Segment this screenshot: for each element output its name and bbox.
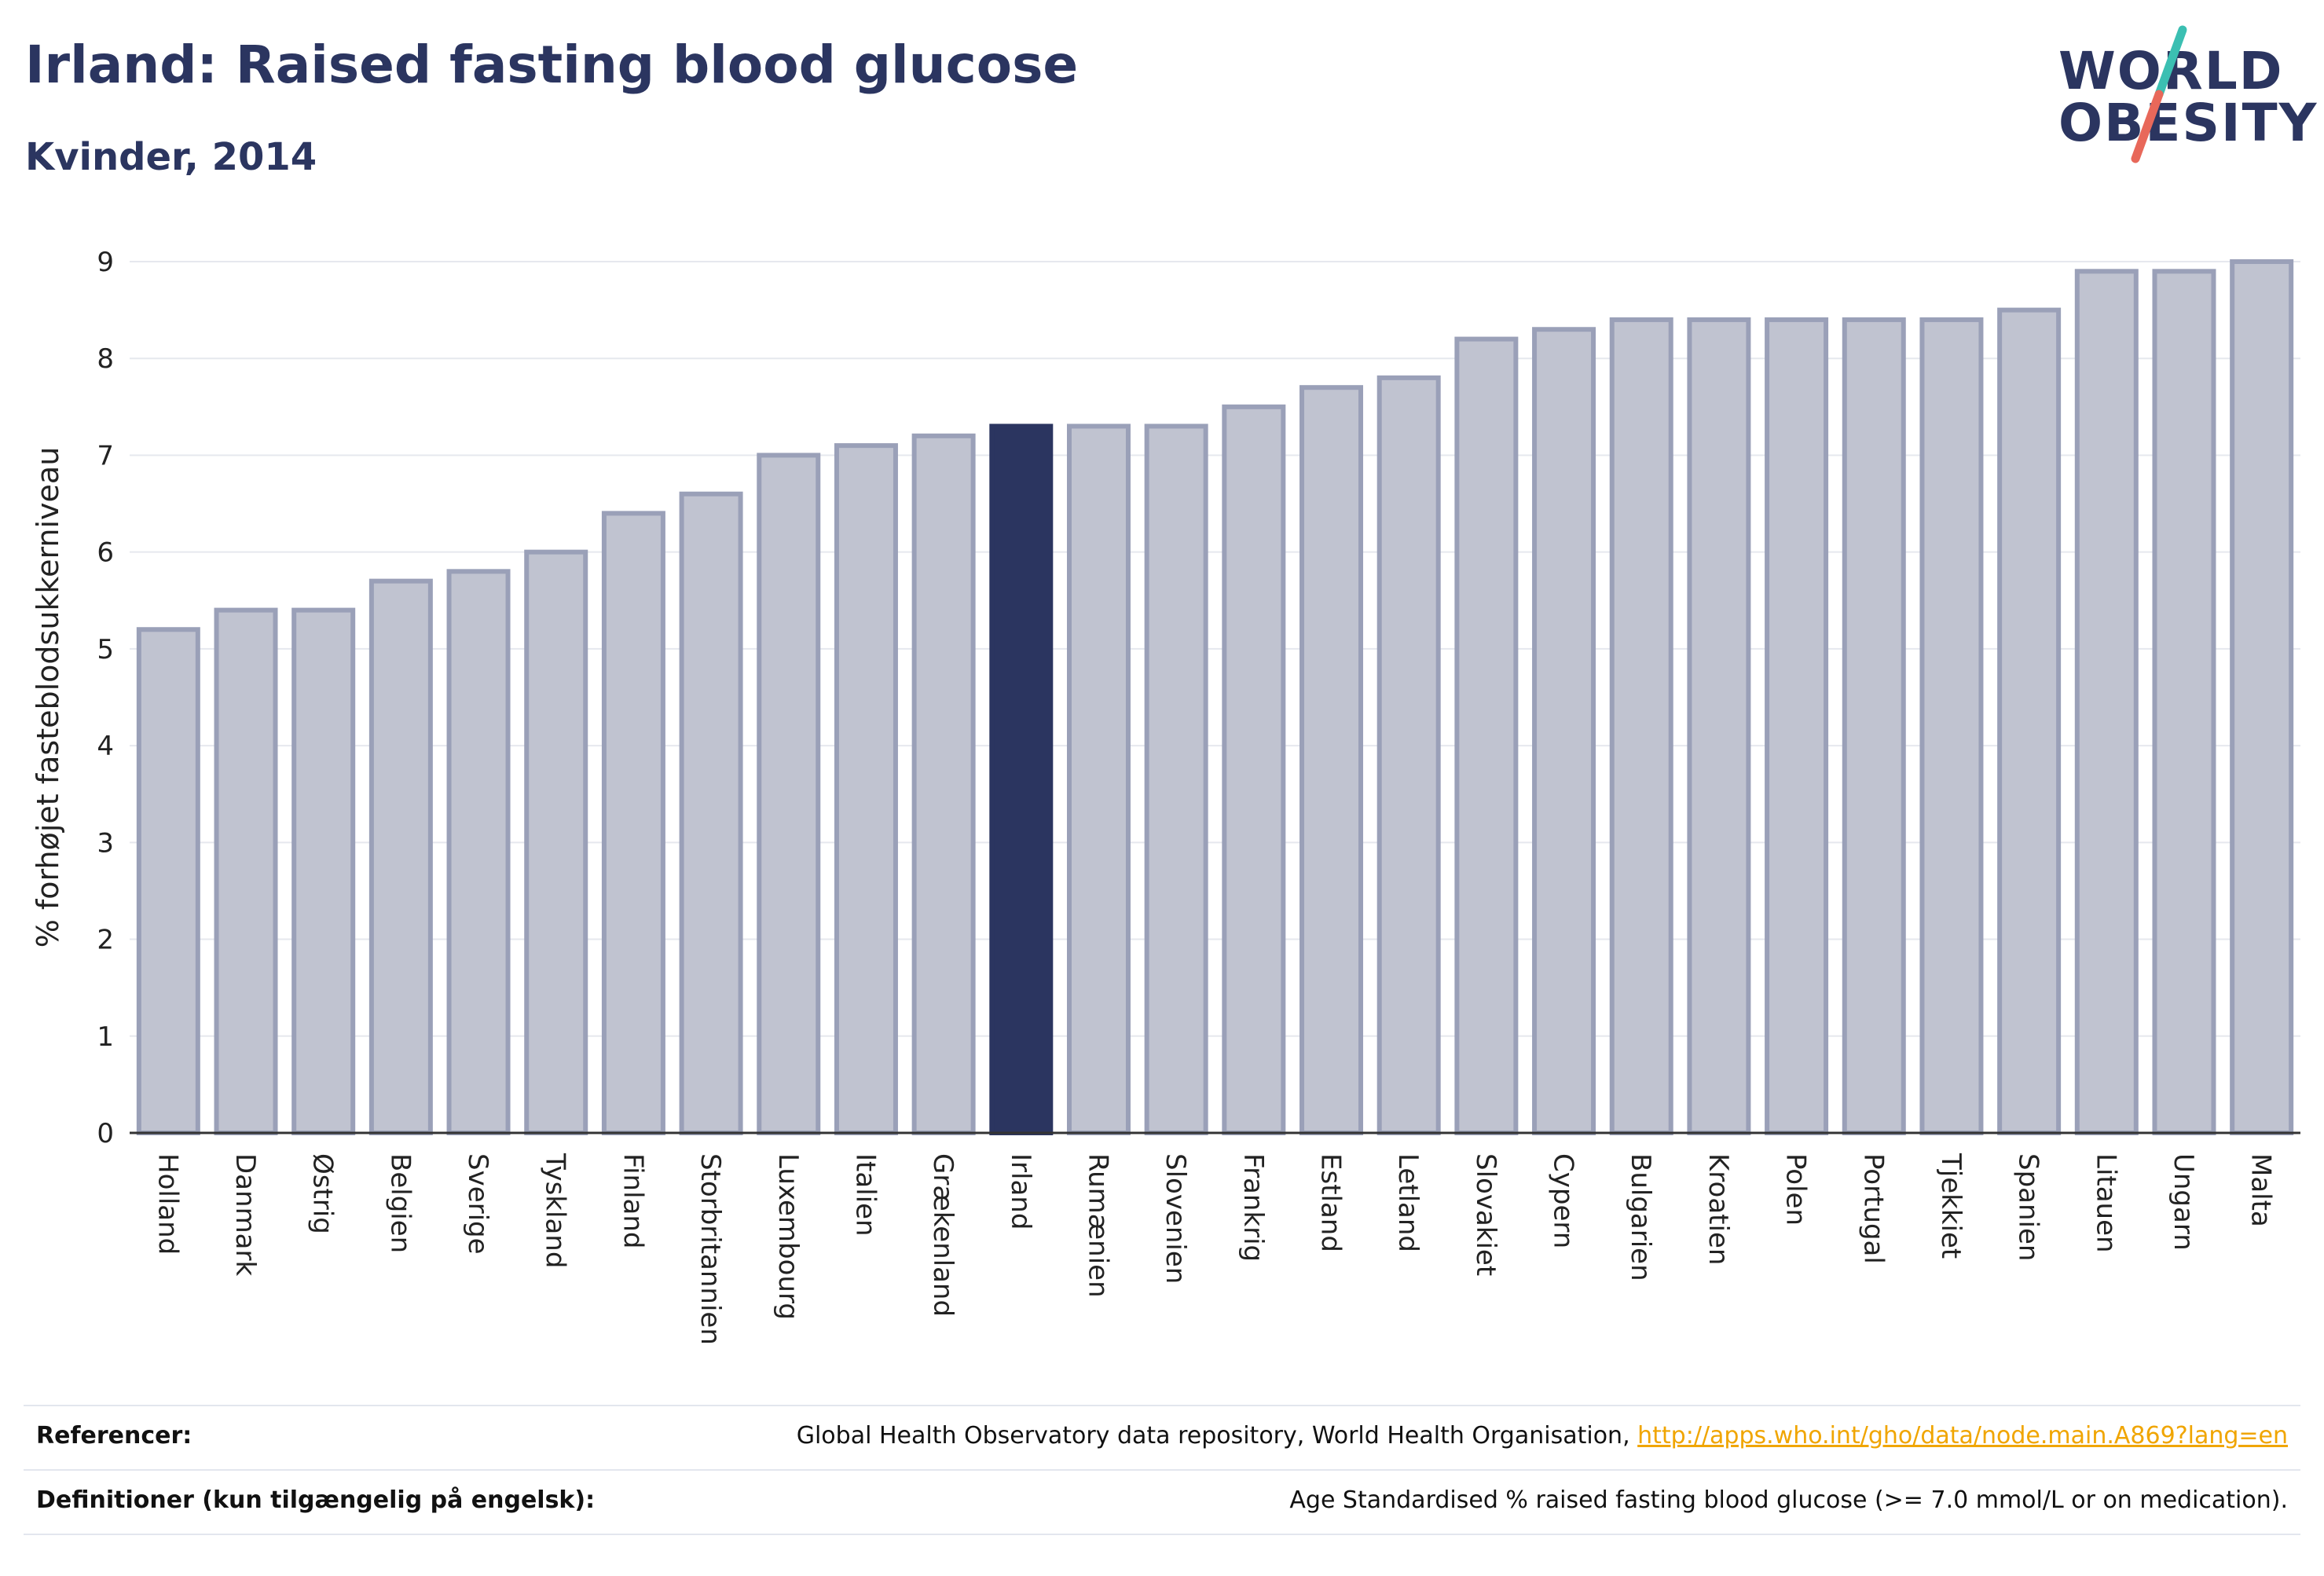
bar[interactable] [1765, 317, 1829, 1135]
x-tick-label: Spanien [2013, 1153, 2044, 1261]
bar[interactable] [757, 453, 821, 1135]
y-tick-label: 1 [97, 1021, 114, 1053]
bar[interactable] [446, 569, 511, 1135]
definitions-value: Age Standardised % raised fasting blood … [1289, 1486, 2288, 1514]
y-axis-label: % forhøjet fasteblodsukkerniveau [31, 447, 65, 948]
bar[interactable] [1842, 317, 1906, 1135]
bar[interactable] [1454, 336, 1519, 1136]
references-text: Global Health Observatory data repositor… [796, 1422, 1638, 1450]
y-tick-label: 9 [97, 247, 114, 278]
bar[interactable] [2152, 269, 2216, 1135]
x-tick-label: Grækenland [927, 1153, 959, 1317]
bar-highlighted[interactable] [989, 423, 1054, 1135]
bar[interactable] [1532, 327, 1596, 1135]
y-tick-label: 4 [97, 731, 114, 762]
references-link[interactable]: http://apps.who.int/gho/data/node.main.A… [1637, 1422, 2288, 1450]
bar[interactable] [679, 491, 743, 1135]
x-tick-label: Litauen [2090, 1153, 2121, 1253]
bar[interactable] [2074, 269, 2139, 1135]
x-tick-label: Tjekkiet [1935, 1153, 1967, 1259]
footer-references-row: Referencer: Global Health Observatory da… [24, 1406, 2300, 1469]
references-value: Global Health Observatory data repositor… [797, 1422, 2288, 1450]
references-label: Referencer: [36, 1422, 192, 1450]
x-tick-label: Danmark [229, 1153, 261, 1276]
chart-title: Irland: Raised fasting blood glucose [25, 35, 1079, 95]
x-tick-label: Slovakiet [1470, 1153, 1501, 1276]
bar-chart: 0 1 2 3 4 5 6 7 8 9 Holland Danmark Østrig Belgien Sv… [31, 247, 2300, 1345]
bar[interactable] [1609, 317, 1673, 1135]
bar[interactable] [1222, 404, 1286, 1135]
x-tick-label: Finland [617, 1153, 648, 1249]
x-tick-label: Tyskland [540, 1153, 571, 1268]
footer-divider-top [24, 1405, 2300, 1406]
bar[interactable] [524, 549, 588, 1135]
bar[interactable] [1144, 423, 1208, 1135]
x-tick-label: Storbritannien [695, 1153, 726, 1345]
footer-divider-middle [24, 1469, 2300, 1471]
bar[interactable] [136, 627, 200, 1135]
y-tick-label: 7 [97, 440, 114, 471]
bar[interactable] [1299, 385, 1364, 1135]
x-tick-label: Belgien [384, 1153, 416, 1253]
y-tick-label: 2 [97, 925, 114, 956]
x-tick-labels: Holland Danmark Østrig Belgien Sverige Tyskla… [152, 1153, 2276, 1345]
bar[interactable] [834, 443, 898, 1135]
footer-definitions-row: Definitioner (kun tilgængelig på engelsk… [24, 1471, 2300, 1534]
x-tick-label: Letland [1392, 1153, 1424, 1252]
bar[interactable] [368, 578, 433, 1135]
bar[interactable] [291, 607, 356, 1135]
world-obesity-logo[interactable]: WORLD OBESITY [2043, 24, 2316, 173]
bar[interactable] [1066, 423, 1131, 1135]
x-tick-label: Sverige [462, 1153, 493, 1255]
x-tick-label: Irland [1005, 1153, 1036, 1230]
x-tick-label: Østrig [307, 1153, 339, 1234]
x-tick-label: Luxembourg [772, 1153, 804, 1320]
bar[interactable] [2230, 259, 2294, 1135]
x-tick-label: Rumænien [1082, 1153, 1113, 1298]
x-tick-label: Malta [2245, 1153, 2277, 1227]
definitions-label: Definitioner (kun tilgængelig på engelsk… [36, 1486, 596, 1514]
x-tick-label: Holland [152, 1153, 183, 1255]
y-tick-labels: 0 1 2 3 4 5 6 7 8 9 [97, 247, 114, 1149]
logo-text-obesity: OBESITY [2058, 93, 2319, 153]
x-tick-label: Frankrig [1237, 1153, 1269, 1262]
bar[interactable] [1919, 317, 1984, 1135]
x-tick-label: Polen [1780, 1153, 1812, 1226]
bar[interactable] [214, 607, 278, 1135]
bars [136, 259, 2294, 1136]
x-tick-label: Kroatien [1703, 1153, 1734, 1265]
x-tick-label: Cypern [1548, 1153, 1579, 1248]
y-tick-label: 5 [97, 634, 114, 665]
bar[interactable] [1376, 375, 1441, 1136]
footer-divider-bottom [24, 1534, 2300, 1535]
x-tick-label: Italien [849, 1153, 881, 1237]
y-tick-label: 8 [97, 343, 114, 375]
bar[interactable] [911, 433, 976, 1135]
logo-slash-icon [2131, 25, 2187, 163]
chart-subtitle: Kvinder, 2014 [25, 135, 317, 179]
y-tick-label: 3 [97, 827, 114, 859]
x-tick-label: Ungarn [2168, 1153, 2199, 1251]
bar[interactable] [601, 511, 665, 1135]
y-tick-label: 0 [97, 1118, 114, 1149]
x-tick-label: Bulgarien [1625, 1153, 1656, 1281]
bar[interactable] [1997, 307, 2062, 1136]
x-tick-label: Slovenien [1160, 1153, 1191, 1284]
x-tick-label: Portugal [1857, 1153, 1889, 1264]
bar[interactable] [1687, 317, 1751, 1135]
y-tick-label: 6 [97, 537, 114, 569]
x-tick-label: Estland [1315, 1153, 1347, 1252]
